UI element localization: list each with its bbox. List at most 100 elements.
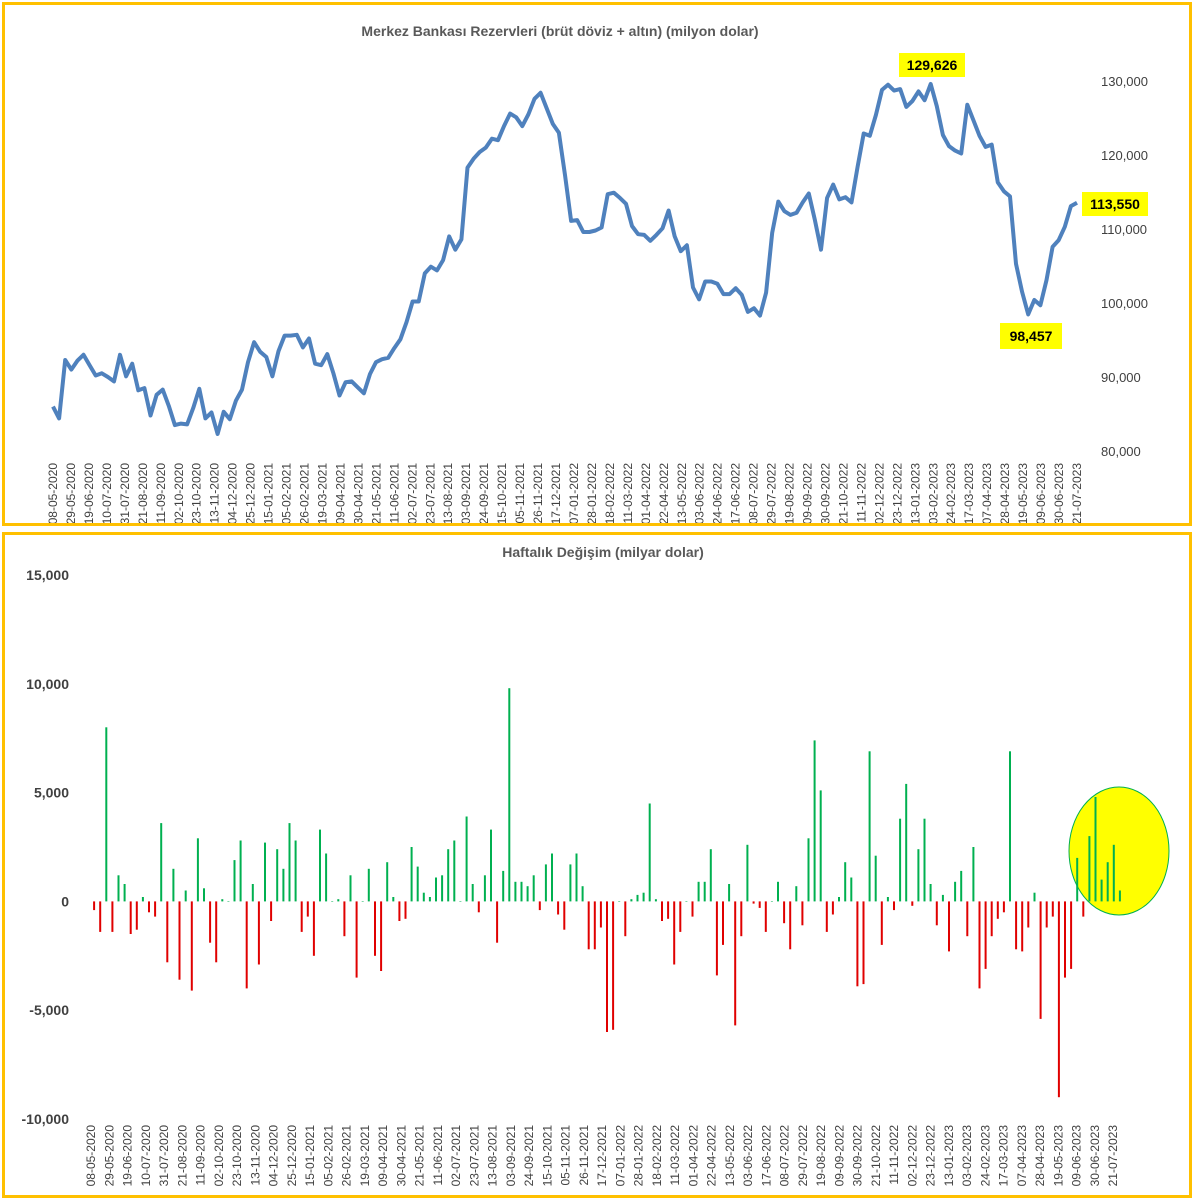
bar xyxy=(990,901,993,937)
x-tick-label: 28-01-2022 xyxy=(632,1125,646,1187)
bar xyxy=(227,901,230,902)
bar xyxy=(764,901,767,932)
x-tick-label: 24-02-2023 xyxy=(978,1125,992,1187)
x-tick-label: 11-03-2022 xyxy=(621,463,635,523)
bar xyxy=(661,901,663,921)
x-tick-label: 09-06-2023 xyxy=(1034,463,1048,523)
bar xyxy=(1021,901,1024,952)
bar xyxy=(1039,901,1042,1019)
x-tick-label: 28-01-2022 xyxy=(585,463,599,523)
bar xyxy=(807,838,810,902)
weekly-change-x-axis: 08-05-2020 29-05-2020 19-06-2020 10-07-2020… xyxy=(84,1125,1120,1187)
bar xyxy=(593,901,596,950)
x-tick-label: 21-07-2023 xyxy=(1070,463,1084,523)
x-tick-label: 08-07-2022 xyxy=(778,1125,792,1187)
x-tick-label: 21-07-2023 xyxy=(1106,1125,1120,1187)
bar xyxy=(923,818,926,902)
bar xyxy=(544,864,547,902)
x-tick-label: 17-03-2023 xyxy=(997,1125,1011,1187)
bar xyxy=(465,816,468,902)
bar xyxy=(312,901,315,956)
bar xyxy=(203,888,205,902)
bar xyxy=(972,847,975,902)
x-tick-label: 17-06-2022 xyxy=(729,463,743,523)
annotation-label: 129,626 xyxy=(907,57,958,73)
bar xyxy=(752,901,755,904)
bar xyxy=(612,901,615,1030)
x-tick-label: 28-04-2023 xyxy=(1033,1125,1047,1187)
bar xyxy=(190,901,193,991)
bar xyxy=(1076,857,1079,902)
x-tick-label: 21-10-2022 xyxy=(836,463,850,523)
x-tick-label: 11-11-2022 xyxy=(854,463,868,523)
bar xyxy=(1118,890,1121,902)
x-tick-label: 19-03-2021 xyxy=(315,463,329,523)
x-tick-label: 08-07-2022 xyxy=(747,463,761,523)
y-tick-label: 130,000 xyxy=(1101,74,1148,89)
bar xyxy=(819,790,822,902)
x-tick-label: 23-07-2021 xyxy=(467,1125,481,1187)
bar xyxy=(844,862,847,902)
bar xyxy=(715,901,718,976)
x-tick-label: 05-02-2021 xyxy=(321,1125,335,1187)
bar xyxy=(520,881,523,902)
bar xyxy=(838,897,840,902)
bar xyxy=(380,901,383,971)
bar xyxy=(117,875,120,902)
bar xyxy=(740,901,743,937)
x-tick-label: 05-11-2021 xyxy=(559,1125,573,1186)
x-tick-label: 13-11-2020 xyxy=(208,463,222,523)
x-tick-label: 15-10-2021 xyxy=(540,1125,554,1187)
x-tick-label: 04-12-2020 xyxy=(267,1125,281,1187)
bar xyxy=(300,901,303,932)
x-tick-label: 23-12-2022 xyxy=(890,463,904,523)
bar xyxy=(697,881,700,902)
bar xyxy=(856,901,859,987)
bar xyxy=(288,823,291,902)
x-tick-label: 21-05-2021 xyxy=(413,1125,427,1187)
bar xyxy=(868,751,871,902)
x-tick-label: 03-06-2022 xyxy=(741,1125,755,1187)
y-tick-label: 5,000 xyxy=(34,785,69,801)
x-tick-label: 09-09-2022 xyxy=(801,463,815,523)
x-tick-label: 11-03-2022 xyxy=(668,1125,682,1186)
x-tick-label: 03-09-2021 xyxy=(504,1125,518,1187)
bar xyxy=(496,901,499,943)
y-tick-label: 120,000 xyxy=(1101,148,1148,163)
x-tick-label: 26-11-2021 xyxy=(531,463,545,523)
x-tick-label: 23-10-2020 xyxy=(230,1125,244,1187)
bar xyxy=(691,901,694,917)
x-tick-label: 22-04-2022 xyxy=(705,1125,719,1187)
bar xyxy=(581,886,584,902)
x-tick-label: 11-11-2022 xyxy=(887,1125,901,1185)
y-tick-label: 90,000 xyxy=(1101,370,1141,385)
x-tick-label: 19-05-2023 xyxy=(1051,1125,1065,1187)
bar xyxy=(1088,836,1091,902)
bar xyxy=(587,901,590,950)
x-tick-label: 09-04-2021 xyxy=(376,1125,390,1187)
bar xyxy=(1045,901,1048,928)
bar xyxy=(123,884,126,902)
x-tick-label: 19-08-2022 xyxy=(814,1125,828,1187)
x-tick-label: 24-02-2023 xyxy=(944,463,958,523)
bar xyxy=(441,875,444,902)
x-tick-label: 30-09-2022 xyxy=(818,463,832,523)
bar xyxy=(606,901,608,1032)
weekly-change-bars xyxy=(93,688,1121,1098)
x-tick-label: 30-04-2021 xyxy=(394,1125,408,1187)
highlight-ellipse-shape xyxy=(1068,786,1170,916)
x-tick-label: 07-04-2023 xyxy=(1015,1125,1029,1187)
bar xyxy=(996,901,999,919)
highlight-ellipse xyxy=(1068,786,1170,916)
bar xyxy=(264,842,266,902)
x-tick-label: 07-04-2023 xyxy=(980,463,994,523)
reserves-line-chart: Merkez Bankası Rezervleri (brüt döviz + … xyxy=(46,23,1148,523)
bar xyxy=(453,840,456,902)
bar xyxy=(874,855,877,902)
x-tick-label: 21-10-2022 xyxy=(869,1125,883,1187)
bar xyxy=(410,847,413,902)
x-tick-label: 05-11-2021 xyxy=(513,463,527,523)
bar xyxy=(422,892,425,902)
bar xyxy=(984,901,987,969)
bar xyxy=(1112,844,1115,902)
